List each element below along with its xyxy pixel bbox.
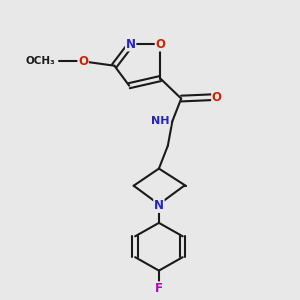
Text: NH: NH	[151, 116, 170, 126]
Text: O: O	[78, 55, 88, 68]
Text: N: N	[126, 38, 136, 51]
Text: N: N	[154, 199, 164, 212]
Text: O: O	[212, 91, 222, 103]
Text: OCH₃: OCH₃	[25, 56, 55, 66]
Text: O: O	[155, 38, 165, 51]
Text: F: F	[155, 282, 163, 295]
